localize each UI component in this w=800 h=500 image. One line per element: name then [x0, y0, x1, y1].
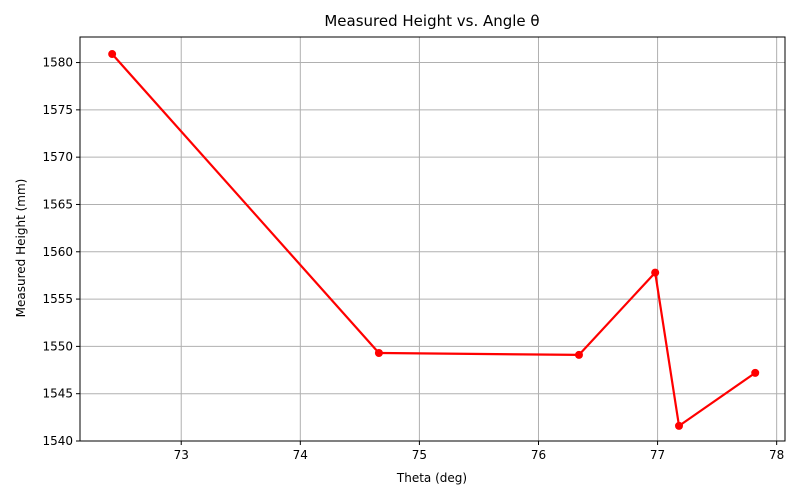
y-tick-label: 1565 [42, 197, 73, 211]
data-point [651, 268, 660, 277]
x-tick-label: 76 [531, 448, 546, 462]
y-tick-label: 1540 [42, 434, 73, 448]
data-point [108, 50, 117, 59]
y-tick-label: 1575 [42, 103, 73, 117]
y-tick-label: 1580 [42, 56, 73, 70]
x-tick-label: 75 [412, 448, 427, 462]
chart-title: Measured Height vs. Angle θ [324, 12, 539, 30]
series-layer [108, 50, 760, 430]
y-tick-label: 1570 [42, 150, 73, 164]
x-tick-label: 73 [174, 448, 189, 462]
y-tick-label: 1555 [42, 292, 73, 306]
y-tick-label: 1550 [42, 339, 73, 353]
data-point [574, 350, 583, 359]
grid [80, 37, 785, 442]
y-axis-label: Measured Height (mm) [14, 179, 28, 318]
x-tick-label: 74 [293, 448, 308, 462]
plot-frame [79, 36, 786, 442]
data-point [751, 368, 760, 377]
axes: 73 74 75 76 77 78 1540 1545 1550 1555 1560 1565 1570… [42, 36, 786, 462]
y-tick-label: 1560 [42, 245, 73, 259]
data-point [675, 421, 684, 430]
x-tick-label: 77 [650, 448, 665, 462]
data-point [374, 349, 383, 358]
y-tick-label: 1545 [42, 387, 73, 401]
x-tick-label: 78 [769, 448, 784, 462]
x-axis-label: Theta (deg) [396, 471, 467, 485]
series-line [111, 53, 756, 427]
